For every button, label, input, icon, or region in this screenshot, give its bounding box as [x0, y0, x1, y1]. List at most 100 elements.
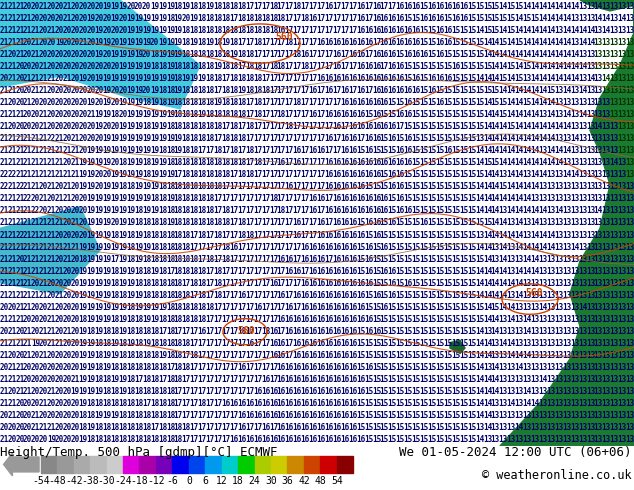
Text: 14: 14: [546, 146, 555, 155]
Text: 13: 13: [609, 206, 619, 216]
Text: 13: 13: [522, 423, 532, 432]
Text: 16: 16: [292, 436, 302, 444]
Text: 21: 21: [15, 243, 25, 251]
Text: 16: 16: [387, 62, 397, 71]
Text: 19: 19: [134, 243, 143, 251]
Text: 20: 20: [86, 74, 96, 83]
Text: 16: 16: [237, 363, 247, 372]
Text: 16: 16: [245, 436, 254, 444]
Text: 14: 14: [475, 267, 484, 276]
Text: 13: 13: [530, 195, 540, 203]
Text: 16: 16: [292, 399, 302, 408]
Text: 18: 18: [134, 327, 143, 336]
Text: 15: 15: [498, 182, 508, 191]
Text: 14: 14: [522, 243, 532, 251]
Text: 13: 13: [538, 327, 548, 336]
Text: 16: 16: [435, 14, 444, 23]
Text: 16: 16: [301, 399, 310, 408]
Text: 16: 16: [372, 291, 381, 300]
Text: 19: 19: [126, 195, 136, 203]
Text: 13: 13: [586, 387, 595, 396]
Text: 20: 20: [70, 230, 80, 240]
Text: 14: 14: [498, 1, 508, 10]
Text: 13: 13: [578, 182, 587, 191]
Text: 17: 17: [174, 327, 183, 336]
Text: 13: 13: [530, 363, 540, 372]
Text: 19: 19: [102, 291, 112, 300]
Text: 14: 14: [498, 158, 508, 167]
Text: 15: 15: [396, 255, 405, 264]
Text: 16: 16: [340, 243, 349, 251]
Text: 18: 18: [190, 195, 199, 203]
Text: 14: 14: [530, 219, 540, 227]
Text: 14: 14: [546, 243, 555, 251]
Text: 17: 17: [253, 195, 262, 203]
Text: 18: 18: [285, 38, 294, 47]
Text: 17: 17: [301, 158, 310, 167]
Text: 17: 17: [253, 170, 262, 179]
Text: 17: 17: [213, 327, 223, 336]
Text: 21: 21: [47, 243, 56, 251]
Text: 14: 14: [507, 74, 516, 83]
Text: 15: 15: [443, 327, 453, 336]
Text: 13: 13: [578, 49, 587, 59]
Text: 17: 17: [213, 387, 223, 396]
Text: 20: 20: [31, 303, 41, 312]
Text: 13: 13: [625, 303, 634, 312]
Text: 18: 18: [205, 134, 215, 143]
Text: 17: 17: [308, 134, 318, 143]
Text: 13: 13: [625, 315, 634, 324]
Text: 15: 15: [451, 399, 460, 408]
Text: 14: 14: [491, 230, 500, 240]
Text: 15: 15: [387, 423, 397, 432]
Text: 14: 14: [482, 399, 492, 408]
Text: 17: 17: [276, 219, 286, 227]
Text: 15: 15: [451, 195, 460, 203]
Text: 18: 18: [190, 315, 199, 324]
Text: 18: 18: [190, 279, 199, 288]
Text: 14: 14: [482, 375, 492, 384]
Text: 21: 21: [7, 134, 16, 143]
Text: 20: 20: [70, 327, 80, 336]
Text: 13: 13: [586, 411, 595, 420]
Text: 18: 18: [142, 436, 152, 444]
Text: 14: 14: [538, 230, 548, 240]
Text: 13: 13: [609, 38, 619, 47]
Text: 17: 17: [237, 279, 247, 288]
Text: 14: 14: [546, 158, 555, 167]
Text: 19: 19: [94, 411, 104, 420]
Text: 20: 20: [31, 399, 41, 408]
Bar: [320, 456, 337, 473]
Text: 21: 21: [0, 146, 9, 155]
Text: 17: 17: [237, 387, 247, 396]
Text: -30: -30: [98, 476, 115, 486]
Text: 14: 14: [530, 38, 540, 47]
Text: 18: 18: [142, 411, 152, 420]
Text: 14: 14: [562, 74, 571, 83]
Text: 20: 20: [63, 363, 72, 372]
Text: 13: 13: [570, 411, 579, 420]
Text: 15: 15: [380, 375, 389, 384]
Text: 15: 15: [427, 25, 437, 35]
Text: 14: 14: [514, 267, 524, 276]
Text: 17: 17: [197, 243, 207, 251]
Text: 19: 19: [158, 134, 167, 143]
Text: 13: 13: [593, 411, 603, 420]
Text: 18: 18: [142, 267, 152, 276]
Text: 13: 13: [562, 327, 571, 336]
Text: 16: 16: [308, 267, 318, 276]
Text: 13: 13: [625, 387, 634, 396]
Text: 13: 13: [538, 219, 548, 227]
Text: 15: 15: [482, 86, 492, 95]
Text: 15: 15: [380, 411, 389, 420]
Text: 13: 13: [578, 134, 587, 143]
Text: 16: 16: [324, 387, 333, 396]
Text: 20: 20: [63, 86, 72, 95]
Text: 17: 17: [301, 146, 310, 155]
Text: 13: 13: [554, 315, 564, 324]
Text: 19: 19: [118, 170, 127, 179]
Text: 13: 13: [618, 122, 627, 131]
Text: 15: 15: [387, 206, 397, 216]
Text: 16: 16: [380, 25, 389, 35]
Text: 20: 20: [31, 110, 41, 119]
